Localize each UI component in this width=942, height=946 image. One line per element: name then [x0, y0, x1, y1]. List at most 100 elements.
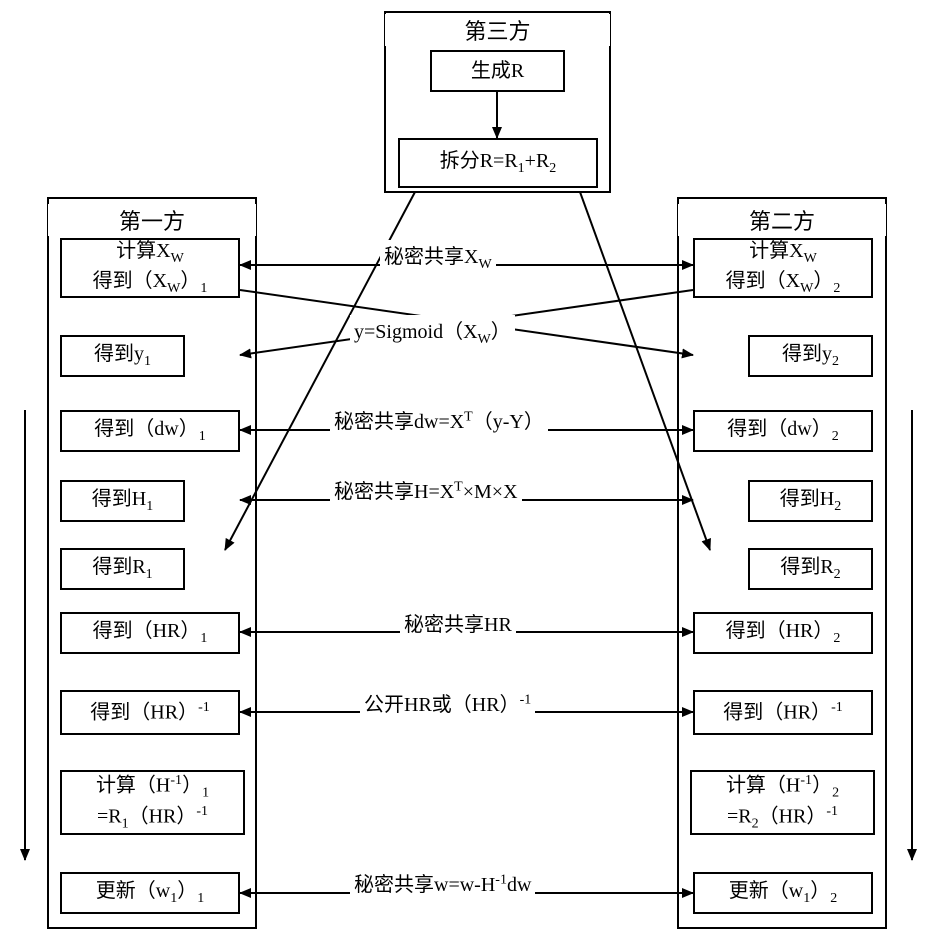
text: （HR） — [129, 805, 197, 827]
text: 得到y — [782, 343, 832, 365]
p2-row4: 得到H2 — [748, 480, 873, 522]
sup: -1 — [196, 804, 208, 819]
sub: 2 — [832, 354, 839, 369]
sub: W — [804, 251, 817, 266]
p2-row2: 得到y2 — [748, 335, 873, 377]
sup: -1 — [826, 804, 838, 819]
p1-row9: 更新（w1）1 — [60, 872, 240, 914]
edge-label-public-hr: 公开HR或（HR）-1 — [360, 688, 535, 717]
text: 得到R — [780, 556, 833, 578]
sup: -1 — [831, 700, 843, 715]
diagram-root: 第三方 生成R 拆分R=R1+R2 第一方 第二方 计算XW 得到（XW）1 得… — [0, 0, 942, 946]
sup: -1 — [800, 773, 812, 788]
text: 得到（dw） — [727, 418, 831, 440]
party3-split-prefix: 拆分R=R — [440, 150, 518, 172]
sub: 1 — [200, 281, 207, 296]
text: 得到（dw） — [94, 418, 198, 440]
text: （y-Y） — [473, 411, 544, 433]
sup: T — [454, 479, 463, 494]
text: ） — [810, 880, 830, 902]
sub: W — [171, 251, 184, 266]
text: ） — [177, 880, 197, 902]
p1-row3: 得到（dw）1 — [60, 410, 240, 452]
p1-row6: 得到（HR）1 — [60, 612, 240, 654]
text: 得到H — [780, 488, 834, 510]
p1-row2: 得到y1 — [60, 335, 185, 377]
sub: 1 — [146, 499, 153, 514]
party2-title: 第二方 — [678, 204, 886, 236]
p1-row1: 计算XW 得到（XW）1 — [60, 238, 240, 298]
p2-row6: 得到（HR）2 — [693, 612, 873, 654]
text: 得到（X — [93, 270, 167, 292]
text: ） — [812, 774, 832, 796]
party1-title: 第一方 — [48, 204, 256, 236]
p2-row1: 计算XW 得到（XW）2 — [693, 238, 873, 298]
text: 计算（H — [96, 774, 170, 796]
edge-label-hr: 秘密共享HR — [400, 608, 516, 637]
sub: 1 — [122, 816, 129, 831]
sub: 2 — [834, 567, 841, 582]
sub: 1 — [144, 354, 151, 369]
sub: 2 — [833, 281, 840, 296]
sub: 1 — [200, 631, 207, 646]
text: ） — [813, 270, 833, 292]
party3-split: 拆分R=R1+R2 — [398, 138, 598, 188]
text: ×M×X — [463, 481, 518, 503]
sub: 2 — [834, 499, 841, 514]
text: 得到（HR） — [726, 620, 834, 642]
sub: 2 — [549, 161, 556, 176]
text: 得到（HR） — [90, 702, 198, 724]
text: 秘密共享X — [384, 246, 478, 268]
text: ） — [182, 774, 202, 796]
edge-label-h: 秘密共享H=XT×M×X — [330, 475, 522, 504]
p1-row8: 计算（H-1）1 =R1（HR）-1 — [60, 770, 245, 835]
text: 计算X — [749, 240, 803, 262]
text: 得到y — [94, 343, 144, 365]
edge-label-xw: 秘密共享XW — [380, 240, 496, 273]
p1-row7: 得到（HR）-1 — [60, 690, 240, 735]
party3-title: 第三方 — [385, 14, 610, 46]
party3-generate: 生成R — [430, 50, 565, 92]
sub: 2 — [752, 816, 759, 831]
sub: 2 — [832, 429, 839, 444]
sub: 1 — [146, 567, 153, 582]
text: 得到（HR） — [723, 702, 831, 724]
sub: 2 — [832, 785, 839, 800]
edge-label-sigmoid: y=Sigmoid（XW） — [350, 315, 515, 348]
text: ） — [180, 270, 200, 292]
sub: W — [800, 281, 813, 296]
p2-row9: 更新（w1）2 — [693, 872, 873, 914]
text: 更新（w — [96, 880, 170, 902]
sup: -1 — [170, 773, 182, 788]
text: 得到R — [92, 556, 145, 578]
text: dw — [507, 874, 531, 896]
sub: W — [478, 332, 491, 347]
text: 公开HR或（HR） — [364, 694, 520, 716]
text: =R — [97, 805, 122, 827]
text: =R — [727, 805, 752, 827]
text: 得到H — [92, 488, 146, 510]
p1-row4: 得到H1 — [60, 480, 185, 522]
edge-label-dw: 秘密共享dw=XT（y-Y） — [330, 405, 548, 434]
sub: 1 — [197, 891, 204, 906]
p2-row8: 计算（H-1）2 =R2（HR）-1 — [690, 770, 875, 835]
text: 得到（HR） — [93, 620, 201, 642]
text: 得到（X — [726, 270, 800, 292]
text: 秘密共享H=X — [334, 481, 454, 503]
sup: -1 — [495, 872, 507, 887]
sub: W — [167, 281, 180, 296]
sub: 1 — [199, 429, 206, 444]
p1-row5: 得到R1 — [60, 548, 185, 590]
text: 秘密共享w=w-H — [354, 874, 495, 896]
sup: T — [464, 409, 473, 424]
sup: -1 — [198, 700, 210, 715]
text: 计算（H — [726, 774, 800, 796]
sub: 1 — [202, 785, 209, 800]
sub: W — [478, 257, 491, 272]
sub: 2 — [833, 631, 840, 646]
text: 秘密共享dw=X — [334, 411, 464, 433]
p2-row3: 得到（dw）2 — [693, 410, 873, 452]
sub: 1 — [518, 161, 525, 176]
text: ） — [491, 321, 511, 343]
sup: -1 — [520, 692, 532, 707]
